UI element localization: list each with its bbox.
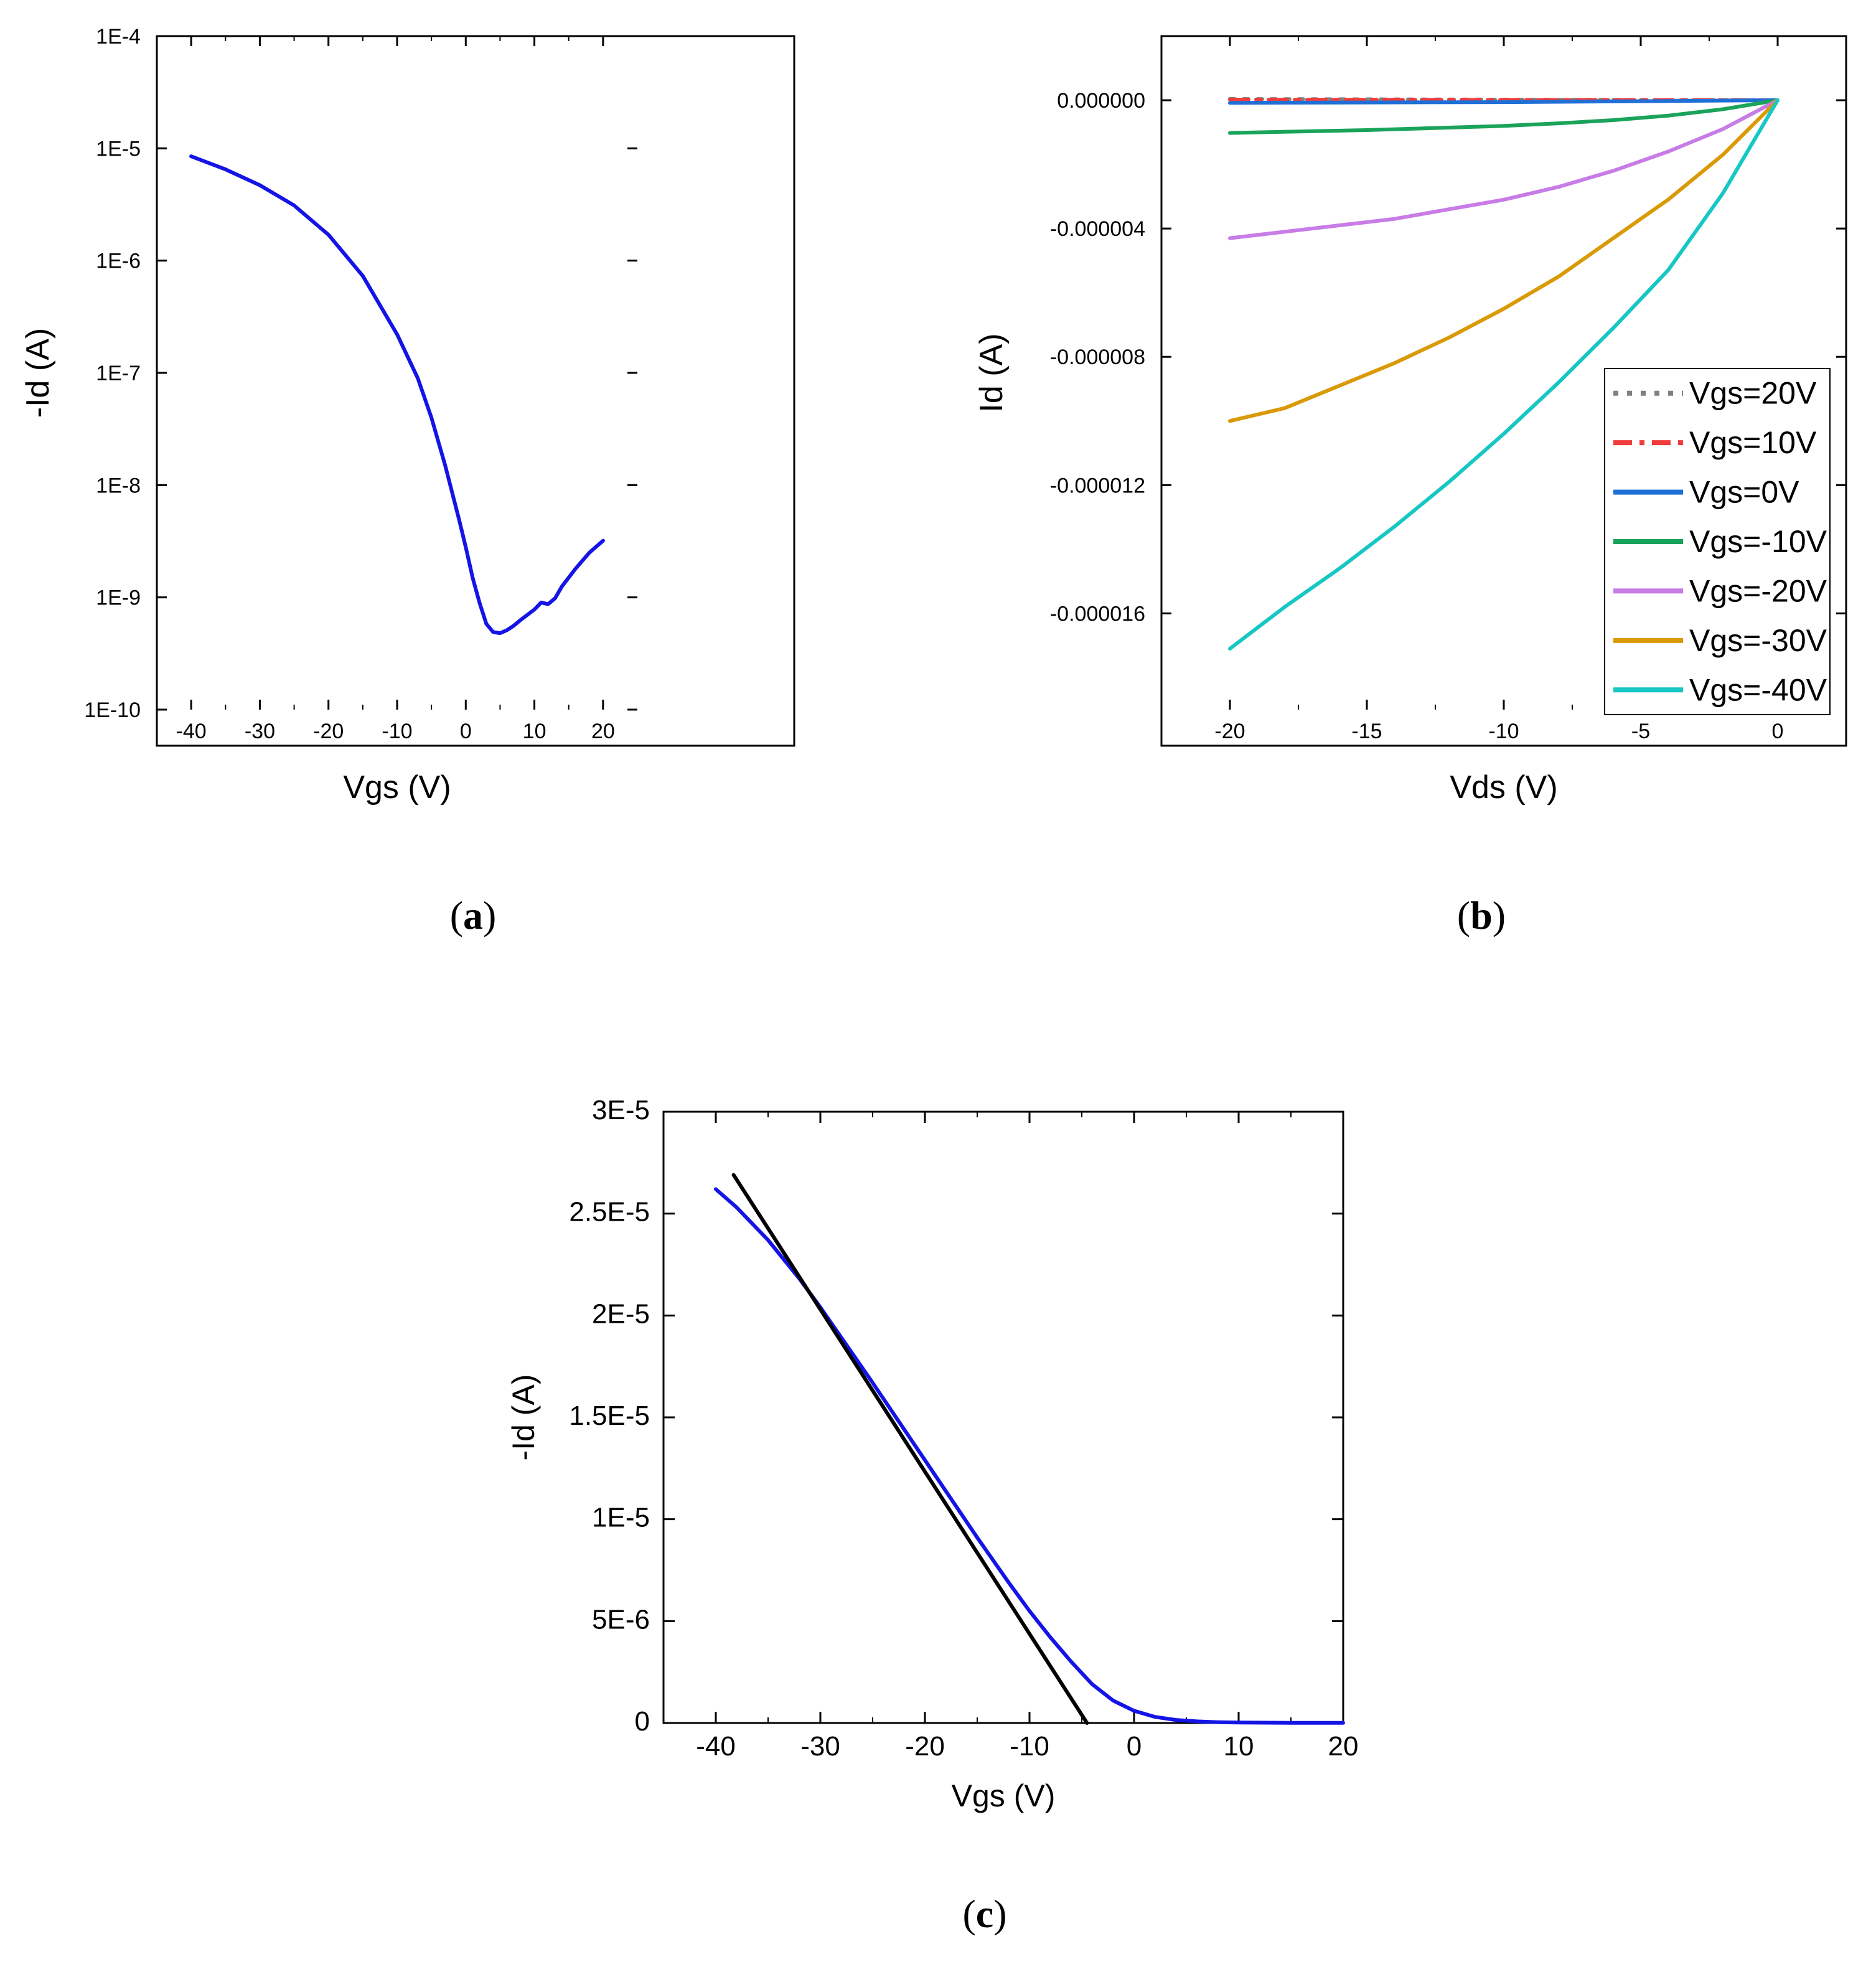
legend-label: Vgs=-30V bbox=[1689, 623, 1827, 658]
series-line-vgs-30v bbox=[1228, 98, 1780, 423]
x-tick-label: 0 bbox=[1772, 720, 1784, 743]
x-tick-label: -30 bbox=[800, 1731, 840, 1762]
x-tick-label: -30 bbox=[245, 720, 275, 743]
series-line-vgs-20v bbox=[1228, 98, 1780, 240]
y-tick-label: -0.000012 bbox=[1050, 474, 1145, 497]
y-tick-label: 1E-9 bbox=[96, 586, 141, 610]
x-tick-label: -10 bbox=[1010, 1731, 1049, 1762]
x-tick-label: -20 bbox=[1214, 720, 1245, 743]
x-axis-title: Vgs (V) bbox=[952, 1778, 1056, 1813]
x-axis-title: Vds (V) bbox=[1450, 769, 1557, 805]
legend-label: Vgs=-10V bbox=[1689, 524, 1827, 559]
y-tick-label: 1.5E-5 bbox=[569, 1401, 650, 1431]
series-line-transfer bbox=[189, 154, 605, 636]
x-tick-label: 0 bbox=[460, 720, 472, 743]
x-tick-label: 20 bbox=[591, 720, 615, 743]
y-tick-label: 1E-5 bbox=[592, 1503, 650, 1533]
chart-b: -20 -15 -10 -5 0 -0.000016 -0.000012 -0.000008 -… bbox=[973, 35, 1847, 937]
panel-label: (b) bbox=[1457, 893, 1506, 937]
legend-label: Vgs=20V bbox=[1689, 376, 1817, 411]
x-tick-label: 0 bbox=[1127, 1731, 1142, 1762]
y-tick-label: 2E-5 bbox=[592, 1298, 650, 1329]
x-tick-label: -20 bbox=[313, 720, 344, 743]
y-tick-label: -0.000008 bbox=[1050, 345, 1145, 369]
y-tick-label: 3E-5 bbox=[592, 1095, 650, 1125]
x-tick-label: 10 bbox=[1224, 1731, 1254, 1762]
panel-label: (a) bbox=[450, 893, 497, 937]
y-tick-label: 1E-5 bbox=[96, 137, 141, 161]
y-tick-label: 0 bbox=[635, 1706, 650, 1737]
y-tick-label: -0.000016 bbox=[1050, 602, 1145, 626]
x-tick-label: -20 bbox=[905, 1731, 945, 1762]
y-tick-label: -0.000004 bbox=[1050, 217, 1145, 241]
series-line-linear-fit bbox=[731, 1173, 1089, 1725]
x-tick-label: -40 bbox=[696, 1731, 736, 1762]
y-axis-title: Id (A) bbox=[973, 333, 1010, 412]
y-tick-label: 1E-10 bbox=[84, 698, 141, 722]
y-tick-label: 1E-6 bbox=[96, 250, 141, 273]
panel-label: (c) bbox=[962, 1892, 1006, 1936]
x-tick-label: -10 bbox=[1488, 720, 1519, 743]
x-tick-label: -15 bbox=[1351, 720, 1382, 743]
y-tick-label: 1E-8 bbox=[96, 474, 141, 497]
y-tick-label: 2.5E-5 bbox=[569, 1197, 650, 1228]
chart-c: -40 -30 -20 -10 0 10 20 0 5E-6 1E-5 1.5E-5 2E-5 2.5E… bbox=[506, 1095, 1358, 1936]
series-line-vgs-40v bbox=[1228, 98, 1780, 651]
x-tick-label: -10 bbox=[382, 720, 412, 743]
legend-label: Vgs=-20V bbox=[1689, 573, 1827, 608]
y-axis-title: -Id (A) bbox=[20, 328, 56, 418]
series-line-vgs-0v bbox=[1228, 98, 1780, 105]
legend-label: Vgs=10V bbox=[1689, 425, 1817, 460]
y-tick-label: 1E-4 bbox=[96, 25, 141, 49]
plot-frame bbox=[156, 35, 795, 747]
legend-label: Vgs=0V bbox=[1689, 475, 1799, 510]
x-tick-label: 10 bbox=[523, 720, 546, 743]
x-tick-label: -5 bbox=[1631, 720, 1650, 743]
chart-a: -40 -30 -20 -10 0 10 20 1E-10 1E-9 1E-8 1E-7 1E-6 1E… bbox=[20, 25, 795, 937]
y-tick-label: 0.000000 bbox=[1057, 89, 1145, 113]
y-axis-title: -Id (A) bbox=[506, 1374, 541, 1461]
series-line-vgs-10v bbox=[1228, 98, 1780, 135]
y-tick-label: 5E-6 bbox=[592, 1604, 650, 1635]
y-tick-label: 1E-7 bbox=[96, 362, 141, 385]
x-axis-title: Vgs (V) bbox=[343, 769, 451, 805]
x-tick-label: 20 bbox=[1328, 1731, 1359, 1762]
legend-label: Vgs=-40V bbox=[1689, 672, 1827, 707]
x-tick-label: -40 bbox=[176, 720, 207, 743]
